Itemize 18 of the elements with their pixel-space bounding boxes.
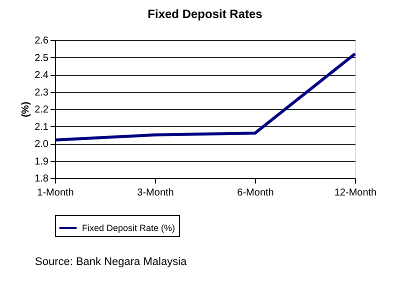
y-tick-label: 2.4 [34,70,49,81]
chart-title: Fixed Deposit Rates [148,7,263,21]
y-axis-title: (%) [20,102,32,118]
y-tick-label: 2.0 [34,139,49,150]
y-tick-label: 2.1 [34,122,49,133]
source-note: Source: Bank Negara Malaysia [35,256,188,268]
y-tick-label: 1.9 [34,156,49,168]
x-tick-label: 3-Month [137,188,174,198]
y-tick-label: 1.8 [34,174,49,184]
legend-label: Fixed Deposit Rate (%) [82,223,176,233]
y-tick-label: 2.5 [34,52,49,64]
x-tick-label: 6-Month [237,188,274,198]
line-series [54,52,356,142]
y-tick-label: 2.6 [34,36,49,46]
x-tick-label: 1-Month [37,188,74,198]
y-tick-label: 2.2 [34,104,49,116]
x-tick-label: 12-Month [334,188,377,198]
y-tick-label: 2.3 [34,87,49,98]
